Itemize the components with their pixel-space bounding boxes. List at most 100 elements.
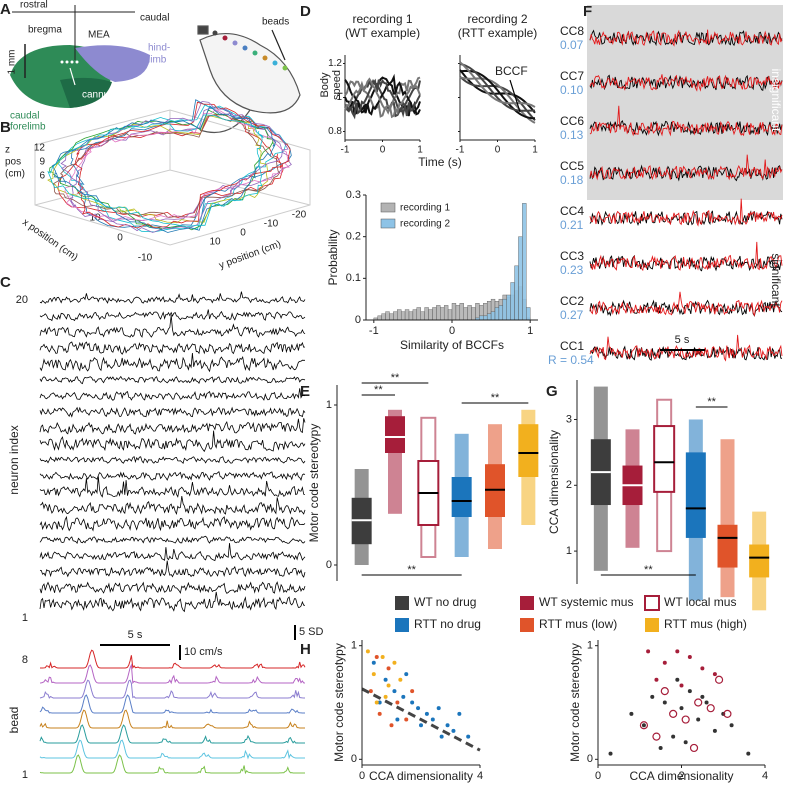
box-whisker: [720, 439, 735, 598]
legend-swatch: [645, 618, 659, 632]
scatter-point: [401, 694, 406, 699]
label: 0: [495, 145, 501, 156]
x-tick-label: 0: [595, 770, 601, 782]
cc-trace-red: [589, 105, 783, 137]
legend-label: RTT mus (high): [664, 617, 747, 631]
scatter-point: [439, 734, 444, 739]
cc-trace-black: [589, 29, 783, 47]
y-tick-label: 0.2: [346, 231, 361, 243]
trajectory: [64, 109, 290, 222]
trajectory: [70, 99, 292, 228]
insignificant-region: [587, 5, 783, 200]
insignificant-label: insignificant: [769, 69, 783, 132]
hist-bar: [432, 307, 437, 321]
cc-trace-red: [589, 29, 783, 47]
scatter-point: [675, 677, 680, 682]
scatter-point: [374, 700, 379, 705]
box-body: [451, 477, 472, 517]
y-tick-label: 0.1: [346, 272, 361, 284]
hist-bar: [393, 311, 398, 321]
label: 10 cm/s: [184, 646, 223, 658]
panel-label: E: [300, 383, 310, 400]
label: 1 mm: [7, 50, 18, 75]
scatter-point: [639, 721, 649, 730]
scatter-point: [658, 745, 663, 750]
box-body: [749, 544, 770, 578]
y-tick-label: 3: [566, 413, 572, 425]
neuron-trace: [39, 591, 306, 613]
scatter-point: [714, 675, 724, 684]
significance-label: **: [491, 392, 500, 404]
scatter-point: [694, 698, 703, 707]
scatter-point: [436, 706, 441, 711]
label: 1: [417, 145, 423, 156]
scatter-point: [392, 689, 397, 694]
scatter-point: [374, 655, 379, 660]
label: Motor code stereotypy: [332, 643, 346, 762]
electrodes: [60, 60, 79, 64]
label: CC4: [560, 204, 584, 218]
significance-label: **: [391, 372, 400, 384]
hist-bar: [412, 309, 418, 321]
bead-marker: [212, 30, 218, 36]
panel-label: A: [0, 1, 11, 18]
brain-schematic: [10, 5, 150, 108]
hist-bar: [518, 236, 523, 321]
scatter-point: [398, 677, 403, 682]
hist-bar: [443, 305, 449, 321]
label: 0.23: [560, 263, 584, 277]
label: 10: [209, 237, 221, 248]
neuron-trace: [39, 352, 305, 373]
neuron-trace: [39, 418, 306, 435]
neuron-trace: [39, 388, 306, 401]
label: neuron index: [7, 425, 21, 494]
label: 20: [16, 294, 28, 306]
label: Motor code stereotypy: [568, 643, 582, 762]
scatter-point: [410, 700, 415, 705]
legend-swatch: [520, 618, 534, 632]
label: y position (cm): [218, 239, 283, 272]
scatter-point: [383, 694, 388, 699]
label: (cm): [5, 169, 25, 180]
bead-speed-trace: [39, 679, 305, 699]
label: 1: [22, 769, 28, 781]
scatter-point: [671, 734, 676, 739]
label: 1: [336, 92, 342, 103]
scatter-point: [466, 734, 471, 739]
label: BCCF: [495, 64, 528, 78]
label: Body: [319, 72, 331, 98]
hist-bar: [385, 311, 390, 321]
significance-label: **: [374, 384, 383, 396]
scatter-point: [365, 649, 370, 654]
significance-label: **: [707, 396, 716, 408]
label: caudal: [10, 111, 39, 122]
scatter-point: [660, 687, 669, 696]
scatter-point: [608, 751, 613, 756]
label: beads: [262, 17, 289, 28]
hist-bar: [381, 313, 386, 321]
label: 5 SD: [299, 626, 324, 638]
scatter-point: [675, 649, 680, 654]
cc-trace-red: [589, 198, 783, 227]
scatter-point: [416, 706, 421, 711]
label: CC1: [560, 339, 584, 353]
scatter-point: [723, 709, 732, 718]
bccf-trace: [459, 61, 536, 108]
x-tick-label: 0: [359, 770, 365, 782]
y-tick-label: 0.3: [346, 189, 361, 201]
hist-bar: [459, 303, 464, 321]
trajectory: [47, 114, 264, 228]
beads-arrow: [271, 29, 286, 61]
x-tick-label: 4: [762, 770, 768, 782]
bead-marker: [252, 50, 258, 56]
panel-label: D: [300, 3, 311, 20]
mouse-tail: [199, 109, 251, 134]
label: 0.10: [560, 83, 584, 97]
scatter-point: [689, 743, 699, 753]
scatter-point: [404, 717, 409, 722]
neuron-trace: [39, 543, 306, 562]
scatter-point: [641, 723, 646, 728]
hist-bar: [498, 305, 504, 321]
scatter-point: [395, 700, 400, 705]
label: 1: [22, 612, 28, 624]
